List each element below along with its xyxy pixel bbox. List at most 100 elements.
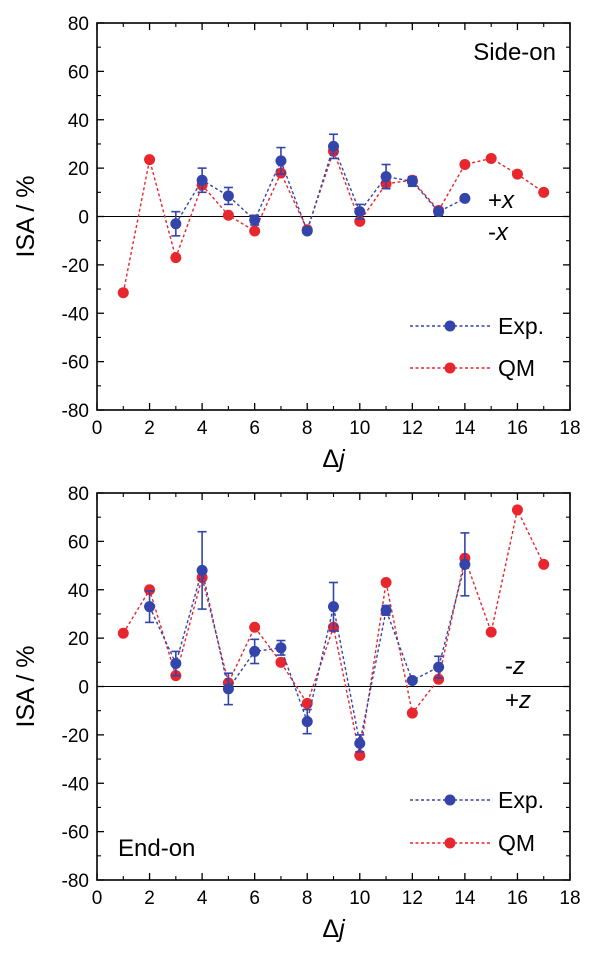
- data-point: [380, 171, 392, 183]
- series-line: [122, 149, 545, 293]
- x-tick-label: 6: [249, 418, 260, 439]
- legend-label: Exp.: [498, 313, 544, 339]
- data-point: [380, 576, 392, 588]
- data-point: [117, 287, 129, 299]
- x-axis-title: Δj: [322, 915, 346, 943]
- data-point: [249, 214, 261, 226]
- direction-label-lower: -x: [488, 219, 509, 246]
- chart-end-on: 0 2 4 6 8 10 12 14 16 18 -80 -60 -40 -20 0 20 40 60 80 Δj IS…: [12, 484, 581, 943]
- x-tick-label: 4: [197, 418, 208, 439]
- x-tick-label: 10: [349, 888, 370, 909]
- x-tick-label: 16: [507, 418, 528, 439]
- data-point: [249, 621, 261, 633]
- data-point: [249, 225, 261, 237]
- y-tick-label: -60: [62, 823, 89, 844]
- data-point: [328, 140, 339, 152]
- data-point: [196, 174, 208, 186]
- data-point: [249, 645, 261, 657]
- y-axis-title: ISA / %: [12, 646, 40, 728]
- x-tick-label: 10: [349, 418, 370, 439]
- data-point: [170, 218, 182, 230]
- x-axis-title: Δj: [322, 445, 346, 473]
- x-tick-label: 16: [507, 888, 528, 909]
- data-point: [433, 673, 445, 685]
- y-tick-label: -60: [62, 353, 89, 374]
- data-point: [511, 504, 523, 516]
- data-point: [301, 697, 313, 709]
- data-point: [275, 642, 287, 654]
- x-tick-label: 6: [249, 888, 260, 909]
- y-tick-label: -80: [62, 871, 89, 892]
- data-point: [354, 749, 366, 761]
- y-tick-label: 60: [68, 62, 89, 83]
- x-tick-label: 2: [144, 888, 155, 909]
- x-tick-label: 14: [454, 888, 476, 909]
- data-point: [117, 627, 129, 639]
- y-tick-label: -40: [62, 774, 89, 795]
- data-point: [222, 190, 234, 202]
- data-point: [406, 707, 418, 719]
- y-tick-label: 60: [68, 532, 89, 553]
- x-tick-label: 14: [454, 418, 476, 439]
- panel-annotation: End-on: [118, 835, 195, 862]
- direction-label-upper: +x: [488, 187, 515, 214]
- data-point: [485, 626, 497, 638]
- x-tick-label: 4: [197, 888, 208, 909]
- legend-marker: [444, 362, 456, 374]
- legend-marker: [444, 837, 456, 849]
- series-qm: [117, 145, 550, 299]
- data-point: [459, 158, 471, 170]
- data-point: [406, 175, 418, 187]
- x-tick-label: 12: [402, 418, 423, 439]
- plot-frame: [96, 492, 571, 881]
- plot-frame: [96, 22, 571, 411]
- data-point: [144, 601, 156, 613]
- chart-side-on: 0 2 4 6 8 10 12 14 16 18 -80 -60 -40 -20 0 20 40 60 80 Δj IS…: [12, 14, 581, 473]
- x-tick-label: 0: [92, 418, 103, 439]
- data-point: [538, 186, 550, 198]
- data-point: [222, 209, 234, 221]
- x-tick-label: 12: [402, 888, 423, 909]
- data-point: [380, 604, 392, 616]
- panel-annotation: Side-on: [473, 39, 556, 66]
- legend-label: QM: [498, 355, 535, 381]
- data-point: [328, 601, 339, 613]
- y-tick-label: 80: [68, 484, 89, 505]
- y-tick-label: 0: [78, 208, 89, 229]
- legend-marker: [444, 794, 456, 806]
- data-point: [433, 661, 445, 673]
- data-point: [275, 656, 287, 668]
- data-point: [301, 716, 313, 728]
- y-tick-label: 20: [68, 159, 89, 180]
- legend-label: Exp.: [498, 787, 544, 813]
- data-point: [354, 737, 366, 749]
- y-tick-label: -40: [62, 304, 89, 325]
- series-exp: [170, 133, 471, 237]
- y-tick-label: 80: [68, 14, 89, 35]
- x-tick-label: 0: [92, 888, 103, 909]
- data-point: [170, 658, 182, 670]
- data-point: [511, 168, 523, 180]
- direction-label-lower: +z: [505, 687, 531, 714]
- data-point: [354, 206, 366, 218]
- data-point: [459, 558, 471, 570]
- data-point: [222, 683, 234, 695]
- data-point: [144, 584, 156, 596]
- series-exp: [144, 530, 471, 753]
- data-point: [538, 558, 550, 570]
- data-point: [459, 192, 471, 204]
- data-point: [170, 252, 182, 264]
- x-tick-label: 18: [559, 418, 580, 439]
- y-tick-label: 40: [68, 581, 89, 602]
- y-tick-label: -80: [62, 401, 89, 422]
- legend-marker: [444, 320, 456, 332]
- y-tick-label: -20: [62, 726, 89, 747]
- data-point: [275, 155, 287, 167]
- y-tick-label: 40: [68, 111, 89, 132]
- data-point: [301, 225, 313, 237]
- y-tick-label: 20: [68, 629, 89, 650]
- x-tick-label: 2: [144, 418, 155, 439]
- y-tick-label: -20: [62, 256, 89, 277]
- series-line: [175, 144, 466, 234]
